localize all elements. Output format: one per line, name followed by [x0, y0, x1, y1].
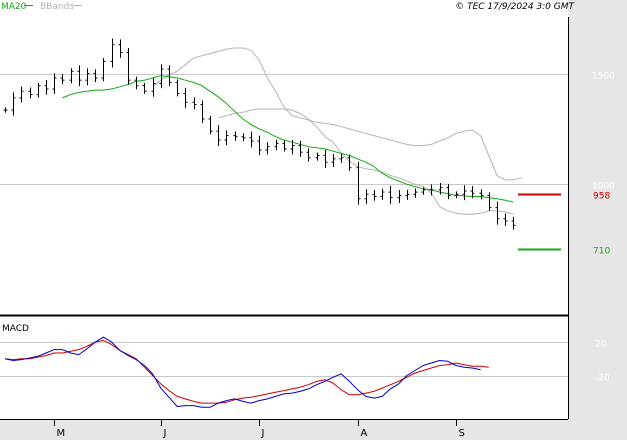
price-bar	[19, 86, 24, 103]
signal-line	[4, 339, 489, 404]
price-bar	[69, 68, 74, 84]
price-bar	[454, 191, 459, 199]
price-bar	[257, 135, 262, 156]
price-bar	[200, 100, 205, 123]
price-bar	[331, 153, 336, 168]
price-bar	[323, 149, 328, 168]
price-bar	[183, 87, 188, 109]
legend-ma20: MA20	[1, 2, 27, 12]
price-bar	[224, 130, 229, 146]
price-bar	[159, 64, 164, 89]
macd-tick-label: 20	[595, 340, 607, 350]
price-bar	[175, 79, 180, 97]
bollinger-lower-band	[218, 108, 514, 215]
time-tick-label: J	[261, 428, 265, 439]
price-bar	[60, 73, 65, 85]
price-bar	[364, 189, 369, 204]
price-bar	[479, 189, 484, 200]
price-bar	[3, 107, 8, 113]
price-bar	[142, 83, 147, 94]
price-bar	[380, 188, 385, 200]
price-bar	[28, 87, 33, 99]
price-bar	[356, 161, 361, 205]
price-bar	[446, 183, 451, 200]
time-tick-label: J	[163, 428, 167, 439]
price-bar	[118, 39, 123, 58]
price-bar	[110, 38, 115, 68]
price-bar	[462, 185, 467, 201]
macd-panel	[0, 317, 568, 419]
price-bar	[388, 185, 393, 204]
price-bar	[101, 58, 106, 82]
price-bar	[11, 92, 16, 116]
price-bar	[397, 190, 402, 203]
price-bar	[85, 68, 90, 86]
price-bar	[405, 189, 410, 200]
price-bar	[421, 187, 426, 195]
price-bar	[265, 142, 270, 155]
price-axis-panel	[568, 0, 627, 440]
time-tick-label: S	[459, 428, 465, 439]
price-bar	[167, 65, 172, 87]
price-bar	[274, 139, 279, 151]
price-bar	[36, 82, 41, 98]
price-bar	[306, 148, 311, 162]
price-bar	[495, 201, 500, 225]
price-bar	[413, 188, 418, 198]
price-bar	[77, 65, 82, 87]
price-bar	[290, 140, 295, 155]
price-bar	[339, 153, 344, 163]
price-bar	[298, 140, 303, 157]
price-bar	[470, 186, 475, 199]
legend-bbands: BBands	[40, 2, 74, 12]
time-axis-panel	[0, 419, 627, 440]
price-bar	[347, 154, 352, 171]
price-bar	[372, 190, 377, 201]
support-level-label: 710	[593, 247, 610, 257]
macd-tick-label: -20	[595, 374, 610, 384]
price-panel	[0, 17, 568, 314]
price-tick-label: 1500	[592, 72, 615, 82]
price-bar	[233, 131, 238, 141]
price-bar	[208, 115, 213, 135]
ma20-line	[62, 75, 514, 203]
price-bar	[44, 79, 49, 95]
macd-title: MACD	[2, 324, 29, 334]
macd-line	[4, 336, 481, 408]
price-bar	[438, 183, 443, 195]
copyright: © TEC 17/9/2024 3:0 GMT	[455, 2, 575, 12]
price-bar	[93, 69, 98, 83]
time-tick-label: M	[57, 428, 66, 439]
price-bar	[429, 184, 434, 196]
price-bar	[282, 140, 287, 152]
price-bar	[126, 48, 131, 85]
price-bar	[192, 97, 197, 110]
price-bar	[216, 125, 221, 146]
price-bar	[134, 76, 139, 90]
price-bar	[241, 133, 246, 142]
price-bar	[52, 73, 57, 94]
price-bar	[151, 77, 156, 97]
price-bar	[511, 216, 516, 230]
price-tick-label: 1000	[592, 182, 615, 192]
resistance-level-label: 958	[593, 192, 610, 202]
price-bar	[249, 131, 254, 148]
price-bar	[315, 152, 320, 161]
price-bar	[503, 213, 508, 227]
bollinger-upper-band	[152, 47, 522, 181]
time-tick-label: A	[361, 428, 368, 439]
price-bar	[487, 192, 492, 211]
